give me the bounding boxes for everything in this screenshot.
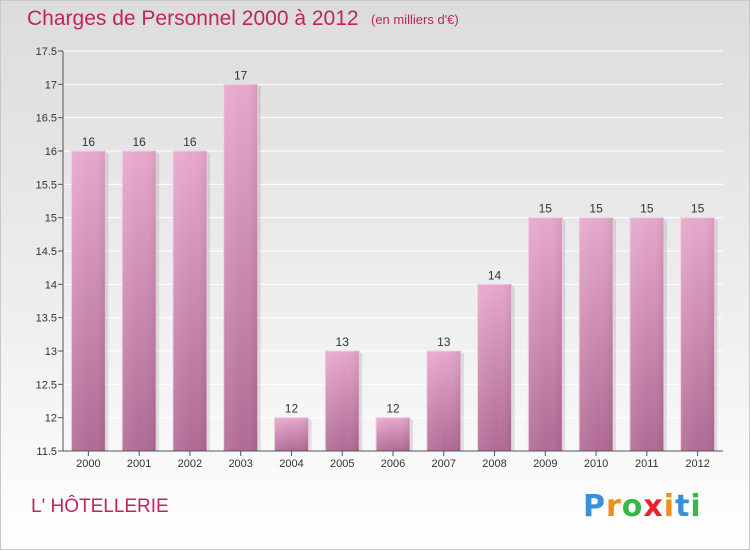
bar-sheen [122,151,157,451]
x-tick-label: 2004 [279,458,303,470]
y-tick-label: 15 [45,213,57,225]
x-tick-label: 2000 [76,458,100,470]
bar-sheen [426,351,461,451]
logo-letter: P [583,489,606,524]
bar-value-label: 12 [285,402,299,416]
y-tick-label: 13 [45,346,57,358]
y-tick-label: 12 [45,413,57,425]
bar-value-label: 16 [183,135,197,149]
bar-value-label: 13 [336,335,350,349]
x-tick-label: 2001 [127,458,151,470]
bar-value-label: 15 [691,202,705,216]
logo-letter: i [663,489,676,524]
bar-value-label: 16 [82,135,96,149]
bar-value-label: 17 [234,68,248,82]
x-tick-label: 2009 [533,458,557,470]
y-tick-label: 11.5 [36,446,57,458]
bar-value-label: 16 [132,135,146,149]
y-tick-label: 14 [45,279,57,291]
y-tick-label: 15.5 [36,179,57,191]
y-tick-label: 12.5 [36,379,57,391]
logo-letter: i [690,489,702,524]
bar-sheen [71,151,106,451]
bar-value-label: 13 [437,335,451,349]
x-tick-label: 2011 [635,458,659,470]
chart-title: Charges de Personnel 2000 à 2012 [27,7,359,30]
bar-sheen [274,417,309,451]
bar-value-label: 12 [386,402,400,416]
y-tick-label: 13.5 [36,313,57,325]
logo-letter: x [643,489,664,524]
x-tick-label: 2003 [228,458,252,470]
x-tick-label: 2002 [178,458,202,470]
chart-subtitle: (en milliers d'€) [371,12,459,27]
y-tick-label: 16 [45,146,57,158]
bar-sheen [629,217,664,451]
commune-name: L' HÔTELLERIE [31,496,169,517]
bars [70,83,718,452]
bar-sheen [528,217,563,451]
axes [58,50,723,456]
bar-sheen [579,217,614,451]
x-tick-label: 2012 [685,458,709,470]
x-tick-label: 2010 [584,458,608,470]
labels: 11.5 12 12.5 13 13.5 14 14.5 15 15.5 16 16.5 17 17.5… [36,46,710,470]
x-tick-label: 2008 [482,458,506,470]
grid-lines [63,50,723,452]
bar-value-label: 15 [640,202,654,216]
bar-sheen [172,151,207,451]
y-tick-label: 14.5 [36,246,57,258]
bar-sheen [376,417,410,451]
bar-value-label: 15 [539,202,553,216]
x-tick-label: 2007 [432,458,456,470]
y-tick-label: 16.5 [36,113,57,125]
logo-letter: o [621,489,644,524]
bar-sheen [477,284,512,451]
x-tick-label: 2005 [330,458,354,470]
x-tick-label: 2006 [381,458,405,470]
logo-letter: r [606,489,622,524]
bar-value-label: 15 [589,202,603,216]
y-tick-label: 17.5 [36,46,57,58]
proxiti-logo: Proxiti [583,489,702,524]
logo-letter: t [675,489,691,524]
bar-sheen [325,351,360,451]
bar-value-label: 14 [488,268,502,282]
y-tick-label: 17 [45,79,57,91]
bar-sheen [223,84,258,451]
bar-sheen [680,217,715,451]
